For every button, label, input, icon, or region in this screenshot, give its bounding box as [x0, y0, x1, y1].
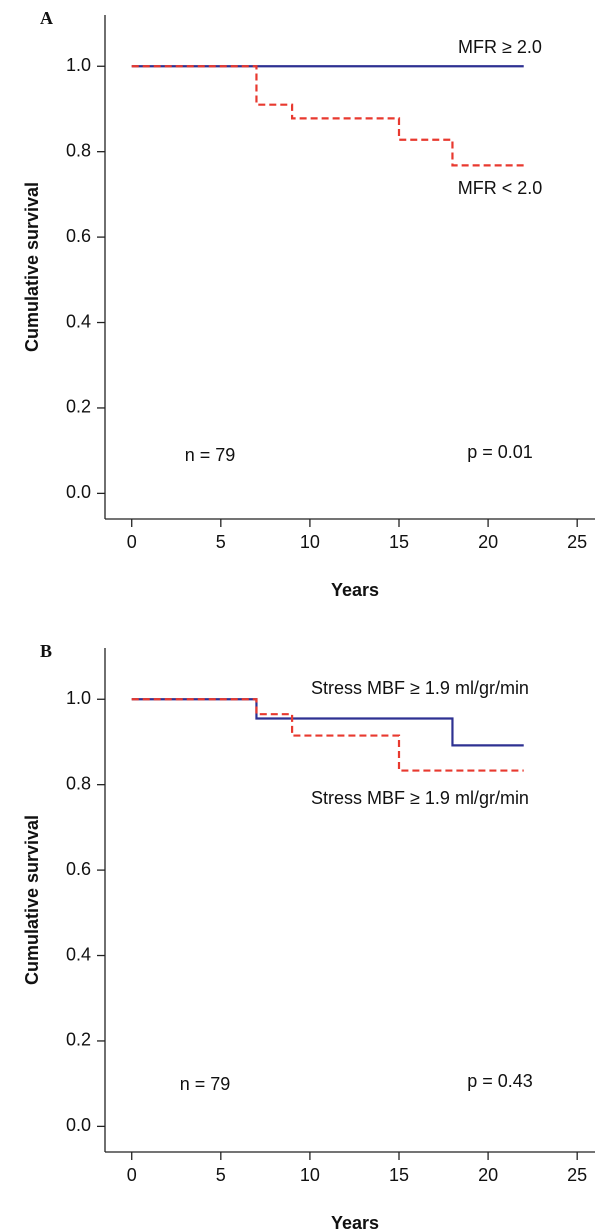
panel: B 0.0 0.2 0.4 0.6 0.8 1.0 0 5 10 15 20 25 Years Cumula… [22, 641, 595, 1232]
series-label: Stress MBF ≥ 1.9 ml/gr/min [311, 678, 529, 698]
survival-line [131, 698, 524, 747]
annotation: p = 0.43 [467, 1071, 533, 1091]
y-tick-label: 1.0 [66, 688, 91, 708]
y-tick-label: 0.4 [66, 311, 91, 331]
x-tick-label: 15 [389, 1165, 409, 1185]
series-label: Stress MBF ≥ 1.9 ml/gr/min [311, 788, 529, 808]
annotation: n = 79 [185, 445, 236, 465]
x-tick-label: 25 [567, 532, 587, 552]
x-axis-title: Years [331, 580, 379, 600]
survival-line [131, 65, 524, 167]
x-tick-label: 15 [389, 532, 409, 552]
x-tick-label: 20 [478, 1165, 498, 1185]
x-axis-title: Years [331, 1213, 379, 1232]
y-tick-label: 1.0 [66, 55, 91, 75]
x-tick-label: 10 [300, 532, 320, 552]
x-tick-label: 20 [478, 532, 498, 552]
annotation: p = 0.01 [467, 442, 533, 462]
y-tick-label: 0.8 [66, 773, 91, 793]
y-tick-label: 0.6 [66, 226, 91, 246]
survival-line [131, 698, 524, 772]
y-tick-label: 0.6 [66, 859, 91, 879]
x-tick-label: 0 [127, 532, 137, 552]
panel-letter: B [40, 641, 52, 661]
x-tick-label: 5 [216, 532, 226, 552]
y-tick-label: 0.2 [66, 397, 91, 417]
y-tick-label: 0.0 [66, 482, 91, 502]
x-tick-label: 10 [300, 1165, 320, 1185]
panel: A 0.0 0.2 0.4 0.6 0.8 1.0 0 5 10 15 20 25 Years Cumula… [22, 8, 595, 600]
annotation: n = 79 [180, 1074, 231, 1094]
y-tick-label: 0.4 [66, 944, 91, 964]
x-tick-label: 0 [127, 1165, 137, 1185]
y-tick-label: 0.8 [66, 140, 91, 160]
x-tick-label: 5 [216, 1165, 226, 1185]
y-axis-title: Cumulative survival [22, 182, 42, 352]
y-tick-label: 0.0 [66, 1115, 91, 1135]
series-label: MFR ≥ 2.0 [458, 37, 542, 57]
series-label: MFR < 2.0 [458, 178, 543, 198]
panel-letter: A [40, 8, 53, 28]
y-tick-label: 0.2 [66, 1030, 91, 1050]
y-axis-title: Cumulative survival [22, 815, 42, 985]
x-tick-label: 25 [567, 1165, 587, 1185]
